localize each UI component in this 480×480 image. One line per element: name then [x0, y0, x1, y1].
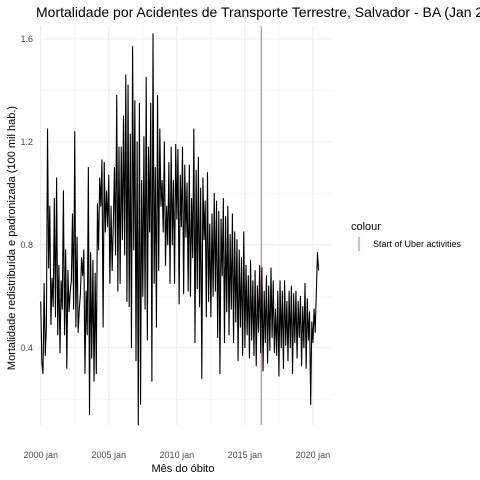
legend-title: colour	[351, 221, 381, 233]
y-axis-label: Mortalidade redistribuída e padronizada …	[6, 106, 18, 370]
chart-title: Mortalidade por Acidentes de Transporte …	[36, 4, 480, 20]
x-tick-label: 2000 jan	[23, 450, 58, 460]
x-axis-label: Mês do óbito	[152, 463, 215, 475]
x-tick-label: 2005 jan	[92, 450, 127, 460]
legend-label: Start of Uber activities	[373, 239, 462, 249]
y-tick-label: 1.6	[20, 34, 33, 44]
y-tick-label: 1.2	[20, 137, 33, 147]
x-tick-label: 2020 jan	[296, 450, 331, 460]
y-tick-label: 0.4	[20, 343, 33, 353]
x-tick-label: 2015 jan	[228, 450, 263, 460]
grid	[38, 26, 332, 425]
series-line	[40, 33, 320, 426]
x-tick-label: 2010 jan	[160, 450, 195, 460]
y-tick-label: 0.8	[20, 240, 33, 250]
x-ticks: 2000 jan 2005 jan 2010 jan 2015 jan 2020 jan	[23, 450, 330, 460]
legend: colour Start of Uber activities	[351, 221, 462, 251]
y-ticks: 0.4 0.8 1.2 1.6	[20, 34, 33, 353]
